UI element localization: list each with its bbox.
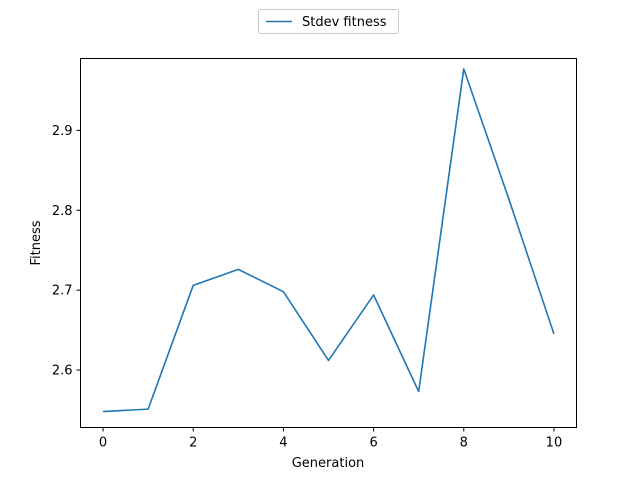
y-tick-label: 2.7 <box>52 284 73 299</box>
x-tick-label: 4 <box>279 436 287 451</box>
y-tick-label: 2.9 <box>52 124 73 139</box>
x-tick-label: 10 <box>546 436 563 451</box>
plot-frame <box>80 58 577 428</box>
legend: Stdev fitness <box>258 9 399 34</box>
y-tick-label: 2.6 <box>52 363 73 378</box>
series-line-stdev-fitness <box>103 68 555 413</box>
y-axis-label: Fitness <box>29 220 44 265</box>
x-tick-label: 6 <box>369 436 377 451</box>
x-axis-ticks: 0 2 4 6 8 10 <box>99 427 563 451</box>
y-axis-ticks: 2.6 2.7 2.8 2.9 <box>52 124 81 378</box>
x-tick-label: 8 <box>460 436 468 451</box>
x-tick-label: 2 <box>189 436 197 451</box>
x-tick-label: 0 <box>99 436 107 451</box>
series-layer <box>103 68 555 413</box>
legend-frame <box>258 9 399 34</box>
legend-label: Stdev fitness <box>302 15 387 30</box>
plot-area: 0 2 4 6 8 10 2.6 2.7 2.8 2.9 <box>52 58 577 451</box>
x-axis-label: Generation <box>292 456 365 471</box>
y-tick-label: 2.8 <box>52 204 73 219</box>
